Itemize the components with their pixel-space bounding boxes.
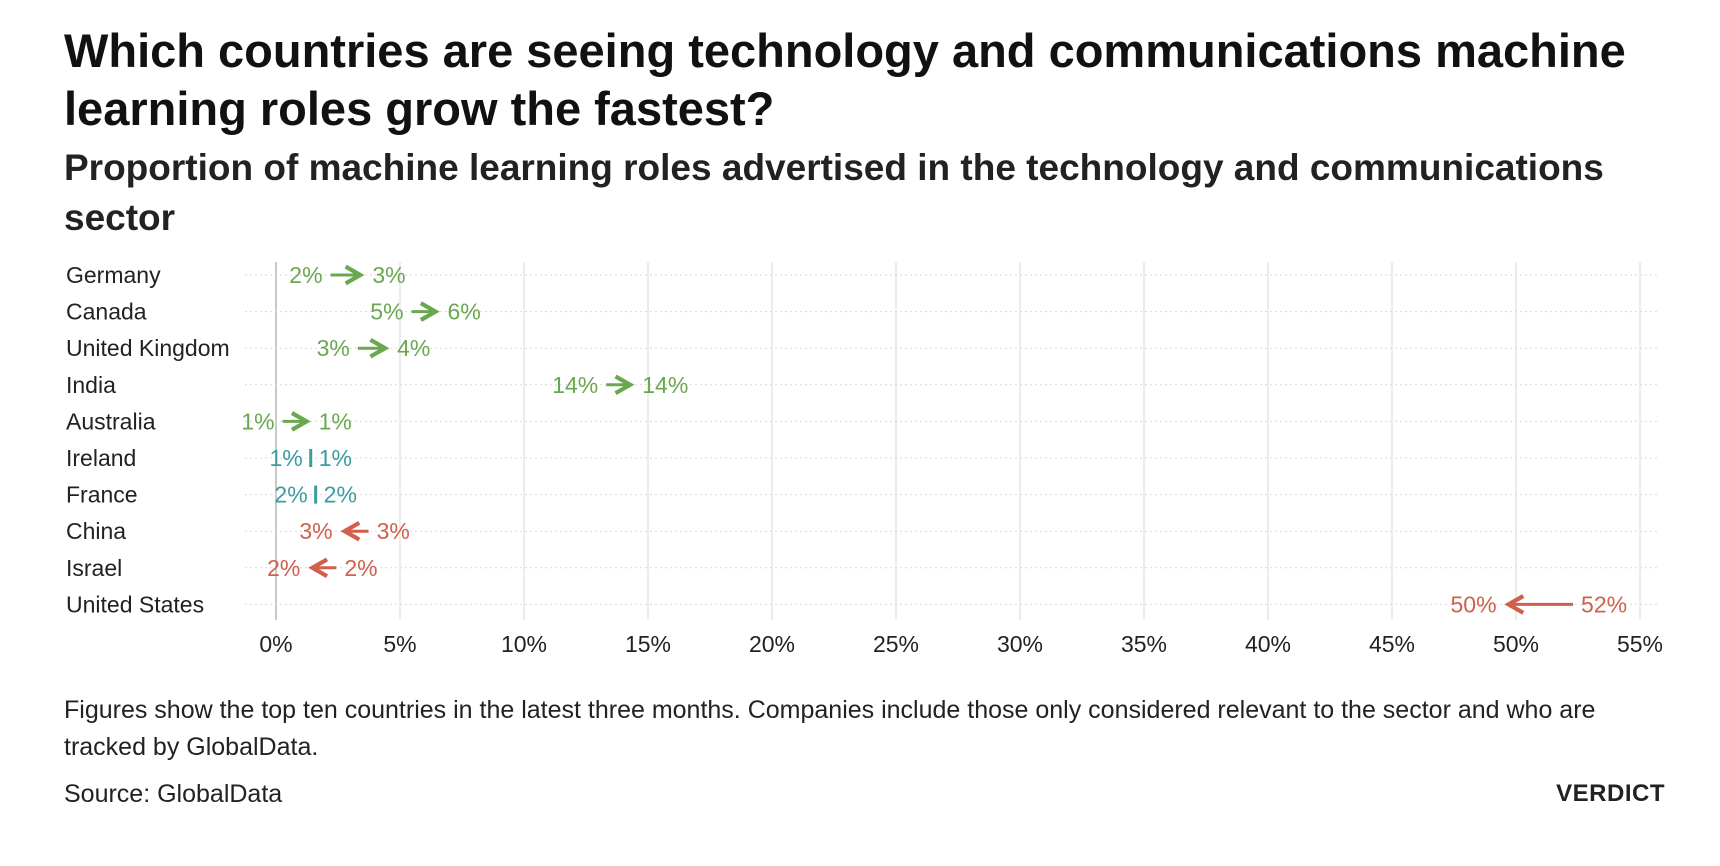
from-value-label: 3% <box>377 518 410 544</box>
chart-title: Which countries are seeing technology an… <box>64 24 1626 135</box>
x-tick-label: 50% <box>1493 631 1539 657</box>
to-value-label: 3% <box>299 518 332 544</box>
x-tick-label: 45% <box>1369 631 1415 657</box>
from-value-label: 2% <box>274 482 307 508</box>
country-label: United States <box>66 591 204 617</box>
to-value-label: 14% <box>642 372 688 398</box>
footnote: Figures show the top ten countries in th… <box>64 696 1596 761</box>
country-label: Israel <box>66 555 122 581</box>
from-value-label: 2% <box>289 262 322 288</box>
x-tick-label: 40% <box>1245 631 1291 657</box>
x-tick-label: 55% <box>1617 631 1663 657</box>
grid <box>245 262 1660 620</box>
source-note: Source: GlobalData <box>64 780 283 808</box>
from-value-label: 3% <box>317 335 350 361</box>
country-label: China <box>66 518 126 544</box>
from-value-label: 1% <box>241 408 274 434</box>
rows: Germany 2% 3%Canada 5% 6%United Kingdom 3% 4%I… <box>66 262 1627 617</box>
x-tick-label: 0% <box>259 631 292 657</box>
from-value-label: 5% <box>370 299 403 325</box>
country-label: Ireland <box>66 445 136 471</box>
x-tick-label: 15% <box>625 631 671 657</box>
x-tick-label: 30% <box>997 631 1043 657</box>
to-value-label: 3% <box>372 262 405 288</box>
country-label: France <box>66 482 138 508</box>
from-value-label: 14% <box>552 372 598 398</box>
from-value-label: 52% <box>1581 591 1627 617</box>
to-value-label: 4% <box>397 335 430 361</box>
to-value-label: 50% <box>1451 591 1497 617</box>
country-label: Canada <box>66 299 147 325</box>
to-value-label: 1% <box>319 445 352 471</box>
x-tick-label: 10% <box>501 631 547 657</box>
from-value-label: 1% <box>269 445 302 471</box>
country-label: India <box>66 372 116 398</box>
x-tick-label: 25% <box>873 631 919 657</box>
to-value-label: 6% <box>448 299 481 325</box>
from-value-label: 2% <box>344 555 377 581</box>
x-axis: 0% 5% 10% 15% 20% 25% 30% 35% 40% 45% 50% 55% <box>259 631 1663 657</box>
country-label: Germany <box>66 262 161 288</box>
country-label: Australia <box>66 408 156 434</box>
x-tick-label: 5% <box>383 631 416 657</box>
to-value-label: 2% <box>267 555 300 581</box>
brand-logo: VERDICT <box>1556 780 1665 807</box>
x-tick-label: 20% <box>749 631 795 657</box>
to-value-label: 2% <box>324 482 357 508</box>
x-tick-label: 35% <box>1121 631 1167 657</box>
country-label: United Kingdom <box>66 335 230 361</box>
to-value-label: 1% <box>319 408 352 434</box>
chart-subtitle: Proportion of machine learning roles adv… <box>64 147 1604 238</box>
